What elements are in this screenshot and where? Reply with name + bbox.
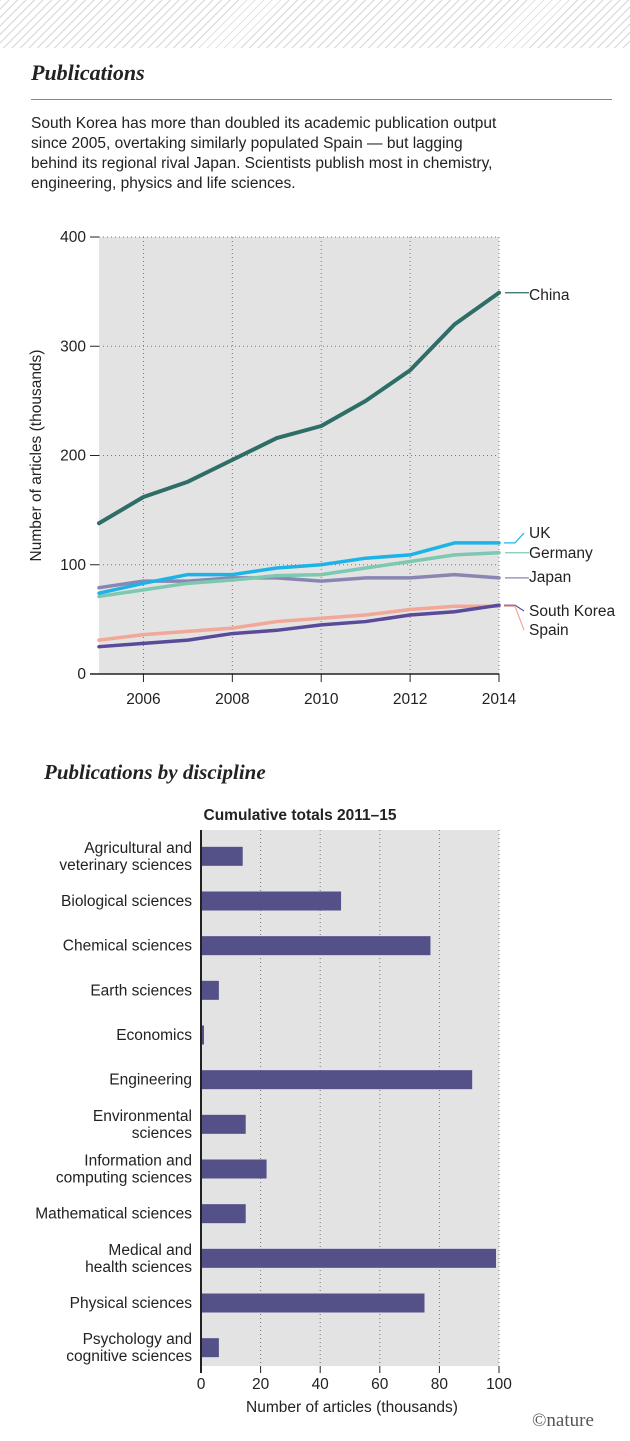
bar (202, 936, 431, 956)
x-tick-label: 2014 (482, 691, 517, 708)
y-tick-label: 0 (77, 666, 86, 683)
category-label-line: Agricultural and (84, 840, 192, 857)
bar (202, 1338, 219, 1358)
y-tick-label: 100 (60, 557, 86, 574)
x-tick-label: 80 (431, 1376, 449, 1393)
category-label-line: Information and (84, 1153, 192, 1170)
x-tick-label: 2006 (126, 691, 160, 708)
bar (202, 980, 219, 1000)
bar (202, 1114, 246, 1134)
category-label-line: computing sciences (56, 1170, 192, 1187)
y-tick-label: 400 (60, 229, 86, 246)
series-line-china (97, 290, 501, 526)
x-axis-title: Number of articles (thousands) (246, 1399, 458, 1416)
category-label: Medical and health sciences (85, 1242, 192, 1276)
bar (202, 1204, 246, 1224)
category-label: Psychology and cognitive sciences (66, 1331, 192, 1365)
x-tick-label: 0 (197, 1376, 206, 1393)
category-label-line: sciences (132, 1125, 193, 1142)
hatched-header-band (0, 0, 630, 48)
series-line-spain (97, 604, 501, 642)
category-label-line: Physical sciences (70, 1295, 193, 1312)
intro-paragraph: South Korea has more than doubled its ac… (31, 115, 497, 192)
y-tick-label: 300 (60, 338, 86, 355)
legend-label-uk: UK (529, 525, 551, 542)
legend-leader-south-korea (504, 604, 525, 612)
x-tick-label: 60 (371, 1376, 389, 1393)
category-label-line: Biological sciences (61, 893, 192, 910)
title-divider (31, 99, 612, 100)
x-tick-label: 20 (252, 1376, 270, 1393)
bar (202, 1293, 425, 1313)
y-tick-label: 200 (60, 448, 86, 465)
category-label: Physical sciences (70, 1295, 193, 1312)
section-title-discipline: Publications by discipline (44, 760, 266, 784)
category-label-line: Mathematical sciences (35, 1206, 192, 1223)
y-axis-title: Number of articles (thousands) (28, 350, 45, 562)
category-label: Engineering (109, 1072, 192, 1089)
bar (202, 1070, 473, 1090)
category-label: Mathematical sciences (35, 1206, 192, 1223)
series-line-japan (97, 572, 501, 590)
x-tick-label: 2008 (215, 691, 249, 708)
bar (202, 891, 342, 911)
category-label-line: Chemical sciences (63, 938, 192, 955)
series-line-south-korea (97, 603, 501, 649)
category-label-line: health sciences (85, 1259, 192, 1276)
category-label-line: Psychology and (83, 1331, 192, 1348)
category-label-line: Economics (116, 1027, 192, 1044)
category-label-line: Medical and (108, 1242, 192, 1259)
category-label-line: Environmental (93, 1108, 192, 1125)
category-label: Economics (116, 1027, 192, 1044)
series-line-uk (97, 541, 501, 595)
category-label-line: Earth sciences (90, 982, 192, 999)
legend-leader-uk (504, 532, 525, 544)
series-line-germany (97, 550, 501, 599)
category-label: Environmental sciences (93, 1108, 192, 1142)
nature-logo: ©nature (532, 1410, 594, 1431)
category-label: Biological sciences (61, 893, 192, 910)
bar (202, 1248, 497, 1268)
legend-leader-spain (504, 605, 525, 631)
bar-chart-subtitle: Cumulative totals 2011–15 (204, 807, 397, 824)
category-label: Earth sciences (90, 982, 192, 999)
x-tick-label: 2012 (393, 691, 427, 708)
line-chart: 0 100 200 300 400 2006 2008 2010 2012 2014 Number … (28, 229, 616, 708)
legend-label-spain: Spain (529, 622, 569, 639)
category-label-line: Engineering (109, 1072, 192, 1089)
x-tick-label: 40 (312, 1376, 330, 1393)
category-label: Chemical sciences (63, 938, 192, 955)
plot-background (201, 830, 499, 1366)
category-label: Agricultural and veterinary sciences (59, 840, 192, 874)
page-title: Publications (31, 60, 145, 85)
legend-label-germany: Germany (529, 545, 593, 562)
x-tick-label: 2010 (304, 691, 339, 708)
legend-label-china: China (529, 287, 570, 304)
category-label-line: veterinary sciences (59, 857, 192, 874)
bar (202, 1159, 267, 1179)
bar (202, 1025, 204, 1045)
category-label: Information and computing sciences (56, 1153, 192, 1187)
legend-label-japan: Japan (529, 569, 571, 586)
legend-label-south-korea: South Korea (529, 603, 616, 620)
x-tick-label: 100 (486, 1376, 512, 1393)
bar (202, 846, 243, 866)
category-label-line: cognitive sciences (66, 1348, 192, 1365)
